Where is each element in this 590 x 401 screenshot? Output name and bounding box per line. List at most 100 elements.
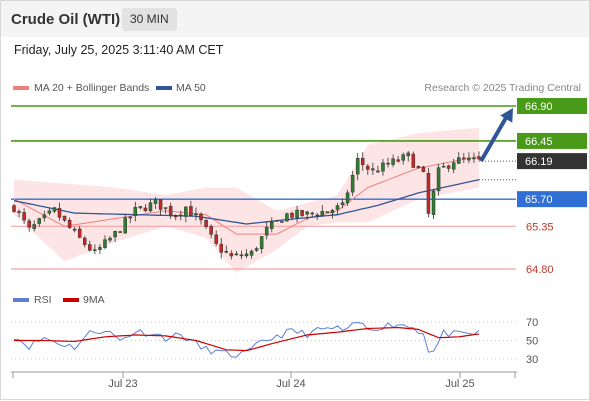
- candle: [234, 250, 239, 256]
- x-tick-label: Jul 25: [445, 378, 474, 390]
- candle: [204, 218, 208, 230]
- candle: [189, 200, 193, 216]
- candle: [441, 162, 446, 168]
- candle: [285, 212, 289, 222]
- candle: [436, 164, 441, 196]
- candle: [138, 206, 143, 210]
- candle: [446, 164, 451, 173]
- x-axis: Jul 23 Jul 24 Jul 25: [12, 372, 516, 390]
- candle: [77, 225, 82, 239]
- rsi-legend-swatch: [13, 298, 29, 302]
- candle: [194, 207, 198, 221]
- candle: [335, 202, 340, 215]
- candle: [27, 218, 31, 232]
- candle: [98, 244, 102, 254]
- candle: [82, 235, 87, 248]
- candle: [17, 209, 21, 218]
- research-credit: Research © 2025 Trading Central: [424, 82, 581, 94]
- rsi-ma-legend-label: 9MA: [83, 294, 105, 306]
- candle: [108, 236, 112, 243]
- candle: [381, 158, 385, 176]
- candle: [280, 221, 284, 223]
- rsi-ma-line: [14, 326, 480, 352]
- support-label: 65.35: [526, 221, 554, 233]
- candle: [340, 198, 345, 209]
- rsi-tick-label: 30: [526, 354, 538, 366]
- candle: [426, 168, 431, 218]
- rsi-legend-label: RSI: [34, 294, 52, 306]
- candle: [462, 152, 466, 163]
- candle: [472, 152, 476, 164]
- price-tags: 66.90 66.45 66.19 65.70 65.35 64.80: [517, 98, 587, 276]
- candle: [376, 165, 380, 173]
- candle: [224, 245, 229, 254]
- candle: [366, 163, 370, 175]
- candle: [295, 205, 299, 223]
- candle: [457, 151, 461, 164]
- candle: [153, 197, 158, 210]
- candle: [360, 152, 365, 171]
- candle: [184, 206, 188, 223]
- last-price-tag: [517, 153, 587, 170]
- candle: [37, 217, 42, 227]
- candle: [244, 249, 249, 259]
- candlesticks: [12, 151, 481, 260]
- candle: [355, 152, 360, 181]
- candle: [42, 210, 47, 222]
- candle: [254, 246, 259, 252]
- resistance-tag: [517, 98, 587, 114]
- candle: [209, 224, 213, 239]
- ma20-legend-swatch: [13, 86, 29, 90]
- candle: [310, 211, 314, 218]
- ma50-legend-label: MA 50: [176, 82, 206, 94]
- candle: [47, 208, 52, 216]
- candle: [305, 210, 309, 220]
- candle: [67, 217, 72, 229]
- ma20-legend-label: MA 20 + Bollinger Bands: [34, 82, 149, 94]
- candle: [143, 204, 148, 213]
- candle: [22, 208, 26, 225]
- candle: [270, 217, 274, 233]
- resistance-label: 66.45: [525, 136, 553, 148]
- ma50-line: [13, 179, 480, 225]
- instrument-title: Crude Oil (WTI): [11, 11, 121, 28]
- candle: [386, 157, 390, 168]
- candle: [103, 235, 107, 250]
- candle: [12, 203, 16, 213]
- candle: [264, 221, 269, 240]
- candle: [163, 207, 168, 214]
- pivot-label: 65.70: [525, 194, 553, 206]
- candle: [350, 171, 355, 197]
- candle: [113, 230, 117, 243]
- candle: [52, 206, 57, 214]
- candle: [300, 209, 304, 218]
- chart-header: Crude Oil (WTI) 30 MIN: [1, 1, 589, 37]
- forecast-arrow-shaft: [479, 115, 509, 163]
- candle: [371, 162, 375, 175]
- candle: [401, 152, 405, 165]
- candle: [158, 199, 163, 216]
- candle: [421, 165, 426, 173]
- candle: [315, 213, 320, 220]
- rsi-panel: 70 50 30: [11, 317, 538, 366]
- candle: [451, 158, 456, 174]
- timeframe-badge[interactable]: 30 MIN: [122, 8, 177, 31]
- candle: [431, 188, 436, 220]
- candle: [93, 244, 97, 255]
- candle: [396, 156, 400, 163]
- rsi-ma-legend-swatch: [63, 298, 79, 302]
- candle: [148, 198, 153, 213]
- candle: [416, 165, 421, 169]
- candle: [118, 230, 122, 233]
- candle: [214, 230, 218, 247]
- candle: [406, 151, 411, 162]
- support-label: 64.80: [526, 264, 554, 276]
- candle: [330, 208, 335, 219]
- candle: [290, 211, 294, 221]
- candle: [411, 151, 416, 168]
- rsi-tick-label: 50: [526, 336, 538, 348]
- candle: [57, 202, 62, 221]
- pivot-tag: [517, 191, 587, 208]
